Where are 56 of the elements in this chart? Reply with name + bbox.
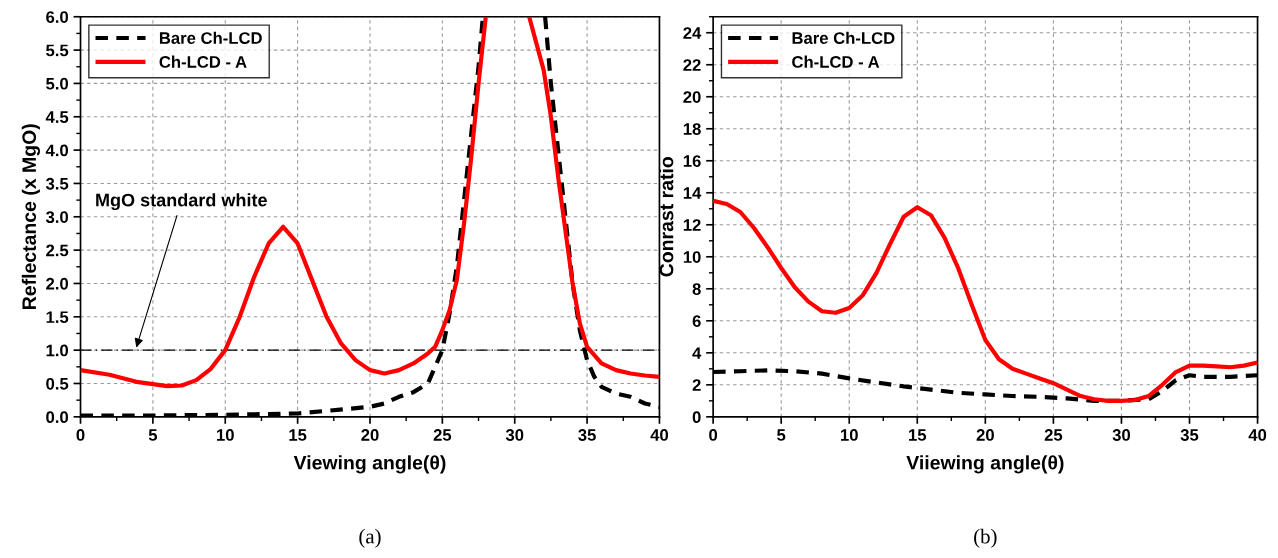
- y-tick-label: 22: [683, 59, 701, 71]
- x-axis-title: Viewing angle(θ): [293, 455, 446, 474]
- y-tick-label: 18: [683, 123, 701, 135]
- y-tick-label: 16: [683, 155, 701, 167]
- y-tick-label: 5.5: [46, 44, 69, 57]
- x-tick-label: 20: [976, 429, 994, 441]
- x-tick-label: 30: [505, 429, 524, 441]
- legend-label: Bare Ch-LCD: [792, 31, 895, 44]
- y-tick-label: 2.5: [46, 244, 69, 257]
- x-tick-label: 15: [289, 429, 307, 441]
- x-tick-label: 0: [709, 429, 718, 441]
- legend-label: Ch-LCD - A: [159, 55, 247, 68]
- y-tick-label: 4.5: [45, 111, 69, 123]
- y-tick-label: 2: [692, 379, 701, 391]
- y-tick-label: 5.0: [46, 77, 69, 90]
- x-tick-label: 10: [217, 429, 234, 441]
- y-tick-label: 8: [692, 283, 701, 295]
- text: (b): [974, 528, 997, 548]
- x-tick-label: 20: [361, 429, 379, 441]
- y-axis-title: Reflectance (x MgO): [21, 124, 40, 309]
- y-axis-title: Conrast ratio: [659, 157, 674, 277]
- text: (a): [359, 528, 381, 548]
- y-tick-label: 3.5: [45, 177, 69, 190]
- x-tick-label: 10: [841, 429, 858, 441]
- y-tick-label: 20: [683, 91, 701, 103]
- y-tick-label: 4: [692, 347, 702, 359]
- x-tick-label: 25: [433, 429, 452, 441]
- y-tick-label: 14: [683, 187, 702, 199]
- y-tick-label: 1.5: [46, 311, 69, 324]
- annotation: MgO standard white: [96, 193, 267, 211]
- line-series: [713, 198, 1258, 403]
- x-tick-label: 40: [650, 429, 669, 441]
- y-tick-label: 3.0: [45, 211, 69, 224]
- x-tick-label: 35: [578, 429, 596, 441]
- y-tick-label: 2.0: [46, 277, 69, 290]
- x-tick-label: 25: [1044, 429, 1063, 441]
- y-tick-label: 6.0: [46, 11, 69, 23]
- y-tick-label: 1.0: [46, 344, 69, 357]
- x-tick-label: 0: [76, 429, 85, 441]
- x-tick-label: 15: [909, 429, 927, 441]
- y-tick-label: 0: [692, 411, 701, 424]
- x-tick-label: 40: [1248, 429, 1267, 441]
- y-tick-label: 10: [683, 251, 701, 263]
- x-axis-title: Viiewing angle(θ): [906, 455, 1064, 474]
- y-tick-label: 24: [683, 27, 702, 39]
- y-tick-label: 0.5: [46, 377, 69, 390]
- x-tick-label: 30: [1112, 429, 1131, 441]
- x-tick-label: 35: [1180, 429, 1199, 441]
- y-tick-label: 12: [683, 219, 701, 231]
- y-tick-label: 4.0: [45, 144, 69, 157]
- x-tick-label: 5: [777, 429, 786, 441]
- y-tick-label: 6: [692, 315, 701, 328]
- legend-label: Bare Ch-LCD: [159, 31, 262, 44]
- y-tick-label: 0.0: [46, 411, 69, 424]
- legend-label: Ch-LCD - A: [792, 55, 880, 68]
- x-tick-label: 5: [148, 429, 158, 441]
